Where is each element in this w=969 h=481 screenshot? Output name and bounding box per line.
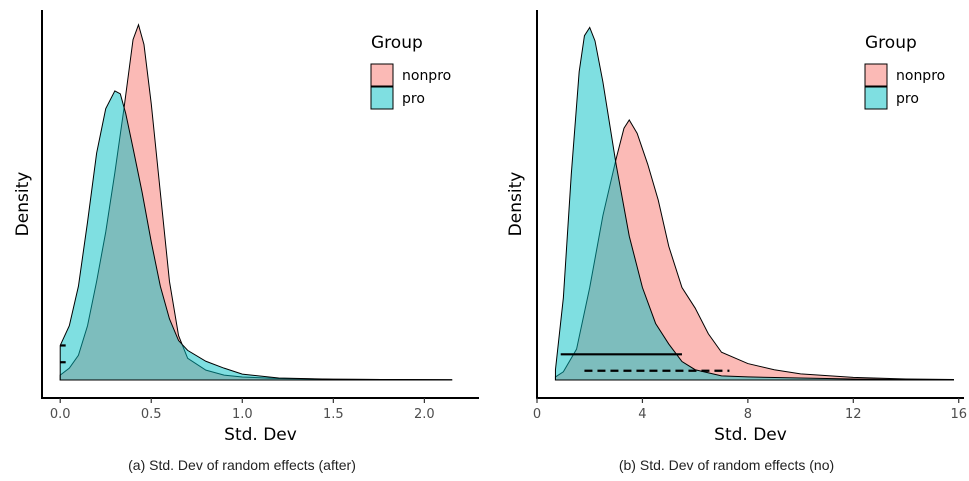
chart-panel-a: 0.0 0.5 1.0 1.5 2.0 Std. Dev Density Group nonpr… [0,0,484,481]
y-axis-title: Density [13,172,33,237]
x-tick-label: 12 [845,407,862,422]
legend-swatch-pro [864,86,888,110]
x-tick-label: 0.0 [50,407,71,422]
density-area-pro [59,90,453,381]
legend-label-pro: pro [896,91,919,107]
legend-label-nonpro: nonpro [402,68,451,84]
legend-label-nonpro: nonpro [896,68,945,84]
caption-b: (b) Std. Dev of random effects (no) [618,457,835,473]
x-tick-label: 0.5 [141,407,162,422]
x-axis-title: Std. Dev [714,425,787,445]
density-chart-b: 0 4 8 12 16 Std. Dev Density Group nonpro pro [506,10,967,445]
x-axis-title: Std. Dev [224,425,297,445]
x-tick-label: 16 [950,407,967,422]
legend-title: Group [371,33,423,53]
legend-swatch-pro [370,86,394,110]
legend-label-pro: pro [402,91,425,107]
legend: Group nonpro pro [864,33,945,110]
legend-swatch-nonpro [370,63,394,87]
x-tick-label: 1.5 [323,407,344,422]
x-tick-label: 0 [533,407,541,422]
caption-a: (a) Std. Dev of random effects (after) [128,457,356,473]
x-tick-label: 1.0 [232,407,253,422]
y-axis-title: Density [506,172,526,237]
x-tick-label: 4 [638,407,646,422]
chart-panel-b: 0 4 8 12 16 Std. Dev Density Group nonpro pro (b)… [484,0,969,481]
legend-swatch-nonpro [864,63,888,87]
density-area-pro [554,26,954,381]
density-chart-a: 0.0 0.5 1.0 1.5 2.0 Std. Dev Density Group nonpr… [13,10,479,445]
x-tick-label: 8 [744,407,752,422]
legend: Group nonpro pro [370,33,451,110]
legend-title: Group [865,33,917,53]
x-tick-label: 2.0 [414,407,435,422]
